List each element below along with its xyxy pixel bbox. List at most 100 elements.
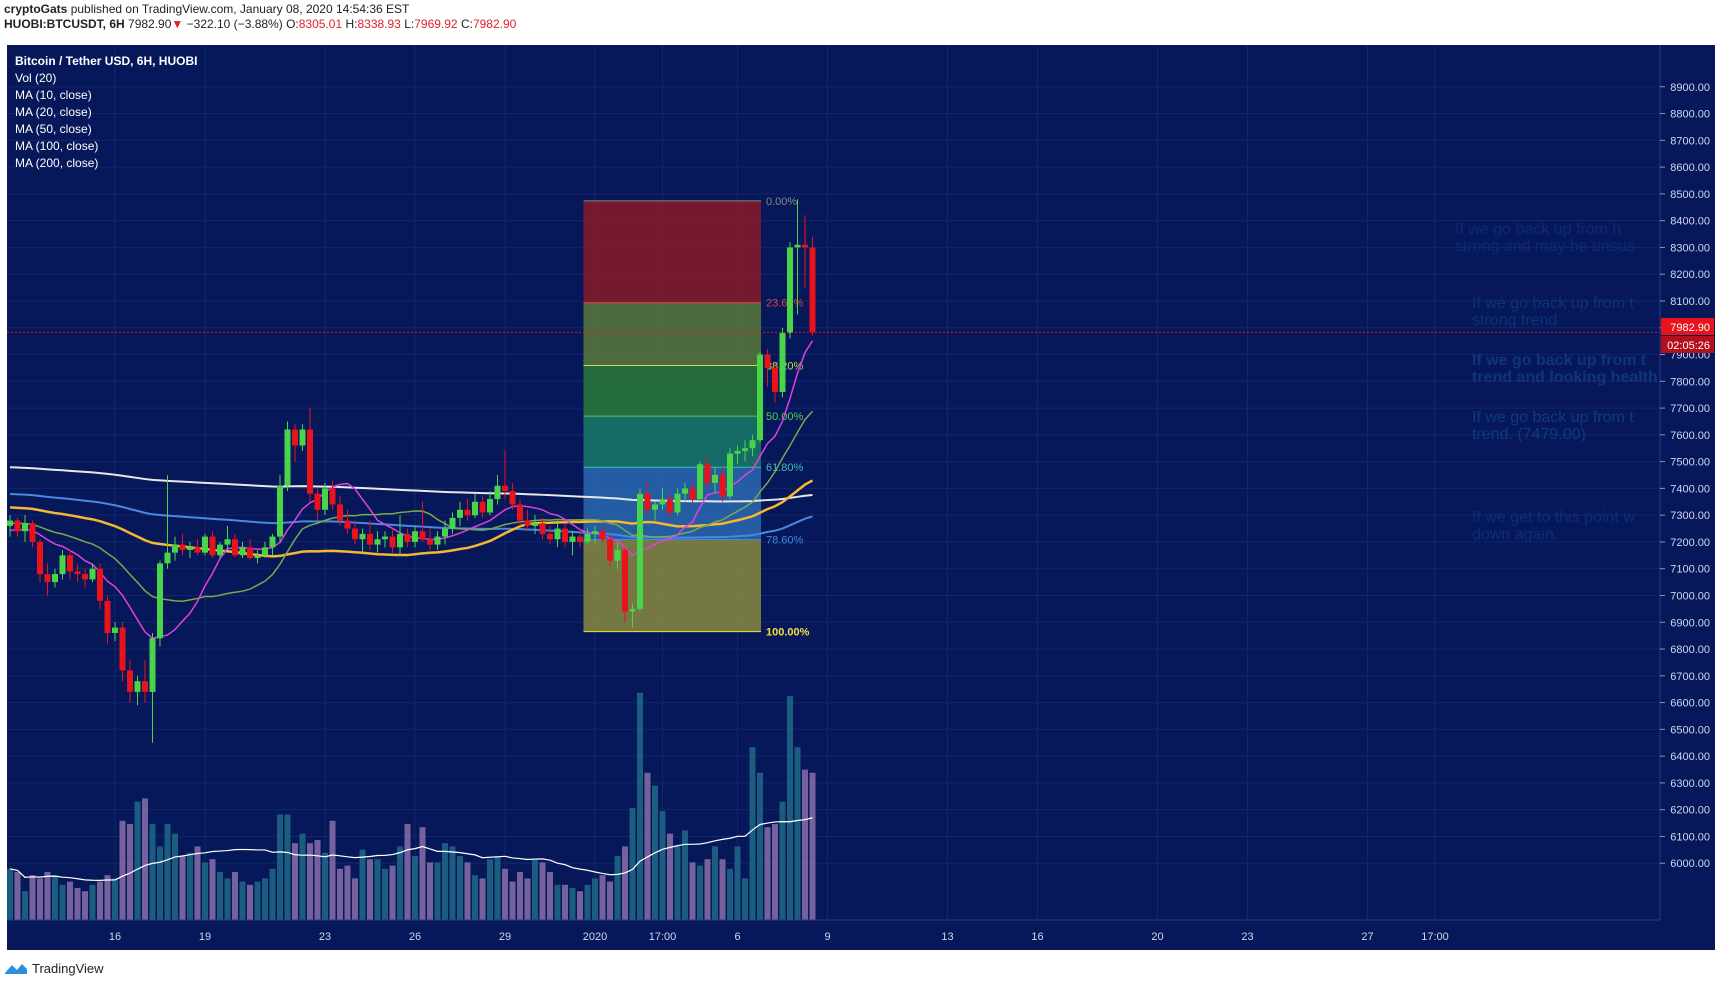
legend-ma200[interactable]: MA (200, close) <box>15 156 98 170</box>
y-tick-label-7: 6700.00 <box>1670 671 1710 683</box>
candle-body-72 <box>547 533 553 540</box>
candle-body-88 <box>667 499 673 513</box>
legend-ma50[interactable]: MA (50, close) <box>15 122 92 136</box>
candle-body-22 <box>172 544 178 553</box>
volume-bar-32 <box>247 884 253 920</box>
candle-body-60 <box>457 509 463 518</box>
candle-body-89 <box>674 493 681 513</box>
candle-body-14 <box>112 627 118 633</box>
x-tick-label-9: 13 <box>941 931 953 943</box>
time-axis-background[interactable] <box>7 920 1660 950</box>
author-name[interactable]: cryptoGats <box>4 2 68 16</box>
indicator-legend[interactable]: Bitcoin / Tether USD, 6H, HUOBI Vol (20)… <box>15 54 197 170</box>
volume-bar-30 <box>232 872 238 920</box>
x-tick-label-12: 23 <box>1241 931 1253 943</box>
volume-bar-6 <box>52 875 58 920</box>
candle-body-84 <box>637 493 643 609</box>
ma-20-line <box>9 410 814 602</box>
symbol-label: HUOBI:BTCUSDT, 6H <box>4 17 125 31</box>
volume-bar-36 <box>277 814 283 920</box>
volume-bar-52 <box>397 846 403 920</box>
candle-body-52 <box>397 533 403 548</box>
candle-body-92 <box>697 464 703 500</box>
y-tick-label-14: 7400.00 <box>1670 483 1710 495</box>
volume-bar-31 <box>239 881 246 920</box>
candle-body-12 <box>97 568 103 601</box>
candle-body-33 <box>254 555 261 558</box>
volume-bar-29 <box>224 878 231 920</box>
candle-body-35 <box>269 536 276 548</box>
y-tick-label-3: 6300.00 <box>1670 778 1710 790</box>
volume-bar-66 <box>502 868 508 920</box>
candle-body-76 <box>577 536 583 542</box>
note-2-line-2: strong trend <box>1472 312 1557 329</box>
volume-bar-49 <box>374 859 381 920</box>
y-tick-label-17: 7700.00 <box>1670 403 1710 415</box>
candle-body-99 <box>749 440 756 449</box>
candle-body-19 <box>149 638 156 692</box>
y-tick-label-15: 7500.00 <box>1670 457 1710 469</box>
volume-bar-46 <box>352 878 358 920</box>
volume-bar-47 <box>359 849 366 920</box>
candle-body-96 <box>727 453 733 497</box>
candle-body-82 <box>622 549 628 612</box>
moving-averages <box>9 340 814 640</box>
fib-zone-1 <box>583 302 761 366</box>
x-tick-label-3: 26 <box>409 931 421 943</box>
volume-bar-2 <box>22 891 28 920</box>
volume-bar-81 <box>614 856 621 920</box>
y-tick-label-13: 7300.00 <box>1670 510 1710 522</box>
y-tick-label-23: 8300.00 <box>1670 242 1710 254</box>
volume-bar-76 <box>577 891 583 920</box>
candle-body-37 <box>284 429 291 486</box>
legend-ma20[interactable]: MA (20, close) <box>15 105 92 119</box>
volume-bar-105 <box>794 747 801 920</box>
candle-body-0 <box>7 520 13 526</box>
legend-ma100[interactable]: MA (100, close) <box>15 139 98 153</box>
volume-bar-77 <box>584 884 591 920</box>
volume-bar-72 <box>547 872 553 920</box>
candle-body-41 <box>314 493 321 510</box>
volume-bar-88 <box>667 833 673 920</box>
legend-vol[interactable]: Vol (20) <box>15 71 56 85</box>
candle-body-34 <box>262 547 268 556</box>
volume-bar-4 <box>37 878 43 920</box>
low-label: L: <box>404 17 415 31</box>
volume-bar-5 <box>44 872 51 920</box>
candle-body-100 <box>757 354 763 441</box>
y-tick-label-28: 8800.00 <box>1670 109 1710 121</box>
candle-body-107 <box>809 247 816 333</box>
close-label: C: <box>460 17 473 31</box>
volume-bar-69 <box>524 878 531 920</box>
x-tick-label-10: 16 <box>1031 931 1043 943</box>
candle-body-11 <box>89 568 96 580</box>
brand-name[interactable]: TradingView <box>32 960 104 976</box>
candle-body-91 <box>689 488 696 500</box>
volume-bar-98 <box>742 878 748 920</box>
candle-body-29 <box>224 539 231 545</box>
candle-body-73 <box>554 528 561 540</box>
candle-body-105 <box>794 244 801 248</box>
fib-label-1: 23.60% <box>766 298 804 310</box>
candle-body-27 <box>209 536 216 556</box>
volume-bar-40 <box>307 843 313 920</box>
volume-bar-14 <box>112 878 118 920</box>
price-axis-background[interactable] <box>1660 45 1715 950</box>
note-2-line-1: If we go back up from t <box>1472 295 1634 312</box>
legend-ma10[interactable]: MA (10, close) <box>15 88 92 102</box>
volume-bar-53 <box>404 824 411 920</box>
volume-bar-51 <box>389 865 396 920</box>
candle-body-28 <box>217 544 223 556</box>
y-tick-label-1: 6100.00 <box>1670 831 1710 843</box>
volume-bar-106 <box>802 769 808 920</box>
candle-body-66 <box>502 485 508 492</box>
volume-bar-16 <box>127 824 133 920</box>
y-tick-label-9: 6900.00 <box>1670 617 1710 629</box>
volume-bar-94 <box>712 846 718 920</box>
volume-bar-90 <box>682 830 688 920</box>
published-text: published on TradingView.com, January 08… <box>70 2 410 16</box>
candle-body-10 <box>82 574 88 580</box>
close-value: 7982.90 <box>472 17 517 31</box>
candle-body-17 <box>134 681 141 692</box>
